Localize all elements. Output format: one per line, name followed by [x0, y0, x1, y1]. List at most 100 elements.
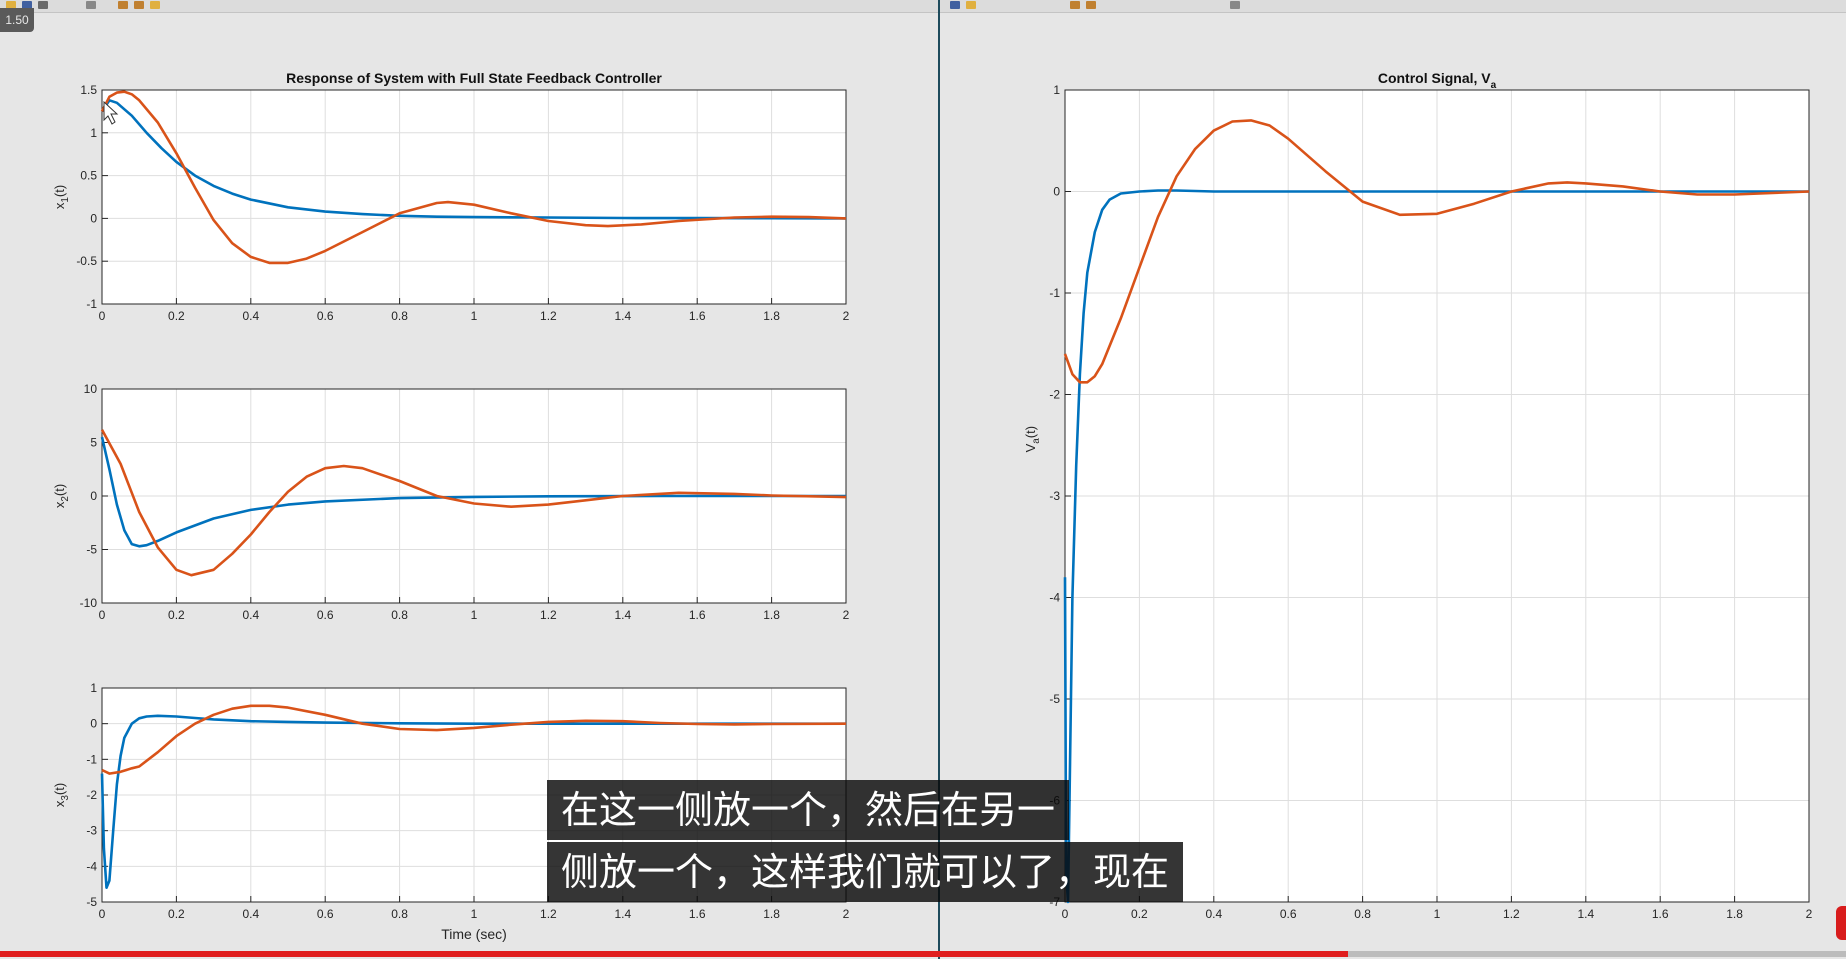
y-tick-label: -7	[1049, 895, 1060, 909]
x-tick-label: 1.8	[1726, 907, 1743, 921]
youtube-icon[interactable]	[1836, 906, 1846, 940]
x-tick-label: 1	[1434, 907, 1441, 921]
x-tick-label: 1.2	[540, 608, 557, 622]
x-tick-label: 1.4	[614, 608, 631, 622]
x-tick-label: 0.4	[1205, 907, 1222, 921]
series-line-2	[100, 90, 847, 265]
y-tick-label: -4	[1049, 591, 1060, 605]
y-tick-label: 0	[90, 489, 97, 503]
x-tick-label: 0.8	[391, 309, 408, 323]
x-tick-label: 0.6	[317, 907, 334, 921]
axes-box	[101, 89, 847, 305]
y-label-rest: (t)	[52, 783, 67, 795]
x-tick-label: 1	[471, 907, 478, 921]
x-tick-label: 0	[99, 309, 106, 323]
y-tick-label: 1	[90, 681, 97, 695]
x-tick-label: 1.2	[1503, 907, 1520, 921]
toolbar-icon[interactable]	[134, 1, 144, 9]
figure-toolbar	[0, 0, 1846, 13]
y-label-rest: (t)	[52, 484, 67, 496]
series-line-2	[101, 704, 847, 775]
x-tick-label: 1.8	[763, 608, 780, 622]
x-tick-label: 1.6	[689, 608, 706, 622]
x-tick-label: 0	[99, 907, 106, 921]
y-tick-label: 0	[90, 211, 97, 225]
y-tick-label: 0	[90, 717, 97, 731]
x-tick-label: 0.4	[242, 309, 259, 323]
toolbar-icon[interactable]	[6, 1, 16, 9]
y-tick-label: 1	[90, 126, 97, 140]
series-line-1	[100, 714, 846, 889]
y-tick-label: -3	[1049, 489, 1060, 503]
y-tick-label: -1	[1049, 286, 1060, 300]
x-tick-label: 0.6	[317, 608, 334, 622]
y-tick-label: -2	[86, 788, 97, 802]
x-tick-label: 1.8	[763, 907, 780, 921]
x-tick-label: 1	[471, 309, 478, 323]
toolbar-icon[interactable]	[22, 1, 32, 9]
subtitle-line-2: 侧放一个，这样我们就可以了，现在	[547, 842, 1184, 902]
y-tick-label: -2	[1049, 388, 1060, 402]
y-label-subscript: 3	[60, 795, 71, 801]
axes-title-subscript: a	[1491, 80, 1497, 91]
toolbar-icon[interactable]	[38, 1, 48, 9]
x-tick-label: 2	[843, 907, 850, 921]
y-label-subscript: 1	[60, 197, 71, 203]
axes-title: Control Signal, Va	[1378, 70, 1497, 91]
x-tick-label: 1.6	[689, 907, 706, 921]
toolbar-icon[interactable]	[1070, 1, 1080, 9]
x-tick-label: 0.2	[168, 309, 185, 323]
y-tick-label: -5	[86, 895, 97, 909]
toolbar-icon[interactable]	[1086, 1, 1096, 9]
toolbar-icon[interactable]	[966, 1, 976, 9]
subtitle-line-1: 在这一侧放一个，然后在另一	[547, 780, 1070, 840]
x-tick-label: 0.2	[168, 608, 185, 622]
series-line-2	[1063, 119, 1810, 384]
playback-speed-label: 1.50	[0, 8, 34, 32]
x-tick-label: 1	[471, 608, 478, 622]
toolbar-icon[interactable]	[950, 1, 960, 9]
y-tick-label: -1	[86, 752, 97, 766]
y-tick-label: 0	[1053, 185, 1060, 199]
x-tick-label: 2	[843, 309, 850, 323]
x-tick-label: 1.4	[614, 309, 631, 323]
video-progress-bar[interactable]	[0, 951, 1846, 957]
y-axis-label: x2(t)	[52, 484, 71, 508]
toolbar-icon[interactable]	[150, 1, 160, 9]
axes-1: 0 0.2 0.4 0.6 0.8 1 1.2 1.4 1.6 1.8 2 -1 -0.5 0 0.5 1 1.…	[52, 70, 850, 323]
x-tick-label: 0.8	[1354, 907, 1371, 921]
video-progress-fill	[0, 951, 1348, 957]
x-tick-label: 0.8	[391, 608, 408, 622]
series-line-1	[1063, 189, 1809, 904]
y-tick-label: -3	[86, 824, 97, 838]
y-tick-label: 1.5	[80, 83, 97, 97]
y-tick-label: -5	[1049, 692, 1060, 706]
axes-2: 0 0.2 0.4 0.6 0.8 1 1.2 1.4 1.6 1.8 2-10-50510x2(t…	[52, 382, 850, 622]
y-tick-label: -1	[86, 297, 97, 311]
y-tick-label: 10	[84, 382, 98, 396]
x-axis-label: Time (sec)	[441, 926, 507, 942]
y-label-base: x	[52, 800, 67, 807]
y-tick-label: -10	[80, 596, 98, 610]
y-label-base: x	[52, 501, 67, 508]
x-tick-label: 0.2	[1131, 907, 1148, 921]
toolbar-icon[interactable]	[86, 1, 96, 9]
x-tick-label: 0.6	[1280, 907, 1297, 921]
y-label-base: x	[52, 202, 67, 209]
y-tick-label: -0.5	[76, 254, 97, 268]
y-tick-label: 1	[1053, 83, 1060, 97]
y-label-subscript: a	[1031, 438, 1042, 444]
mouse-cursor-icon	[103, 100, 119, 125]
y-tick-label: 5	[90, 436, 97, 450]
x-tick-label: 0	[1062, 907, 1069, 921]
x-tick-label: 1.6	[689, 309, 706, 323]
x-tick-label: 0.6	[317, 309, 334, 323]
toolbar-icon[interactable]	[118, 1, 128, 9]
y-tick-label: -4	[86, 859, 97, 873]
toolbar-icon[interactable]	[1230, 1, 1240, 9]
x-tick-label: 0.8	[391, 907, 408, 921]
x-tick-label: 0	[99, 608, 106, 622]
y-tick-label: -5	[86, 543, 97, 557]
x-tick-label: 0.2	[168, 907, 185, 921]
